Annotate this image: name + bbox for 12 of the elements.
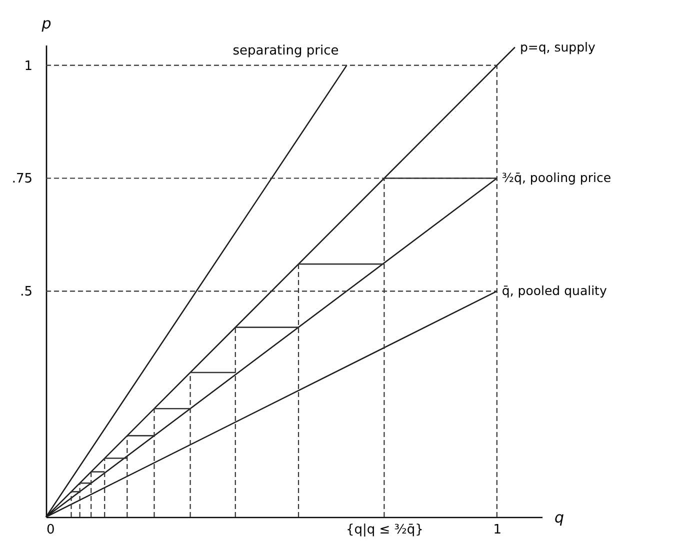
series-label: p=q, supply xyxy=(520,39,596,54)
x-tick-label: {q|q ≤ ³⁄₂q̄} xyxy=(346,522,424,538)
x-tick-label: 0 xyxy=(46,522,55,538)
x-tick-label: 1 xyxy=(493,522,502,538)
series-label: ³⁄₂q̄, pooling price xyxy=(502,170,612,186)
y-tick-label: .5 xyxy=(20,284,32,300)
y-tick-label: .75 xyxy=(12,172,32,187)
y-tick-label: 1 xyxy=(24,58,32,74)
series-label: q̄, pooled quality xyxy=(502,283,608,298)
series-label: separating price xyxy=(232,43,339,58)
y-axis-title: p xyxy=(40,14,52,32)
x-axis-title: q xyxy=(554,508,564,526)
